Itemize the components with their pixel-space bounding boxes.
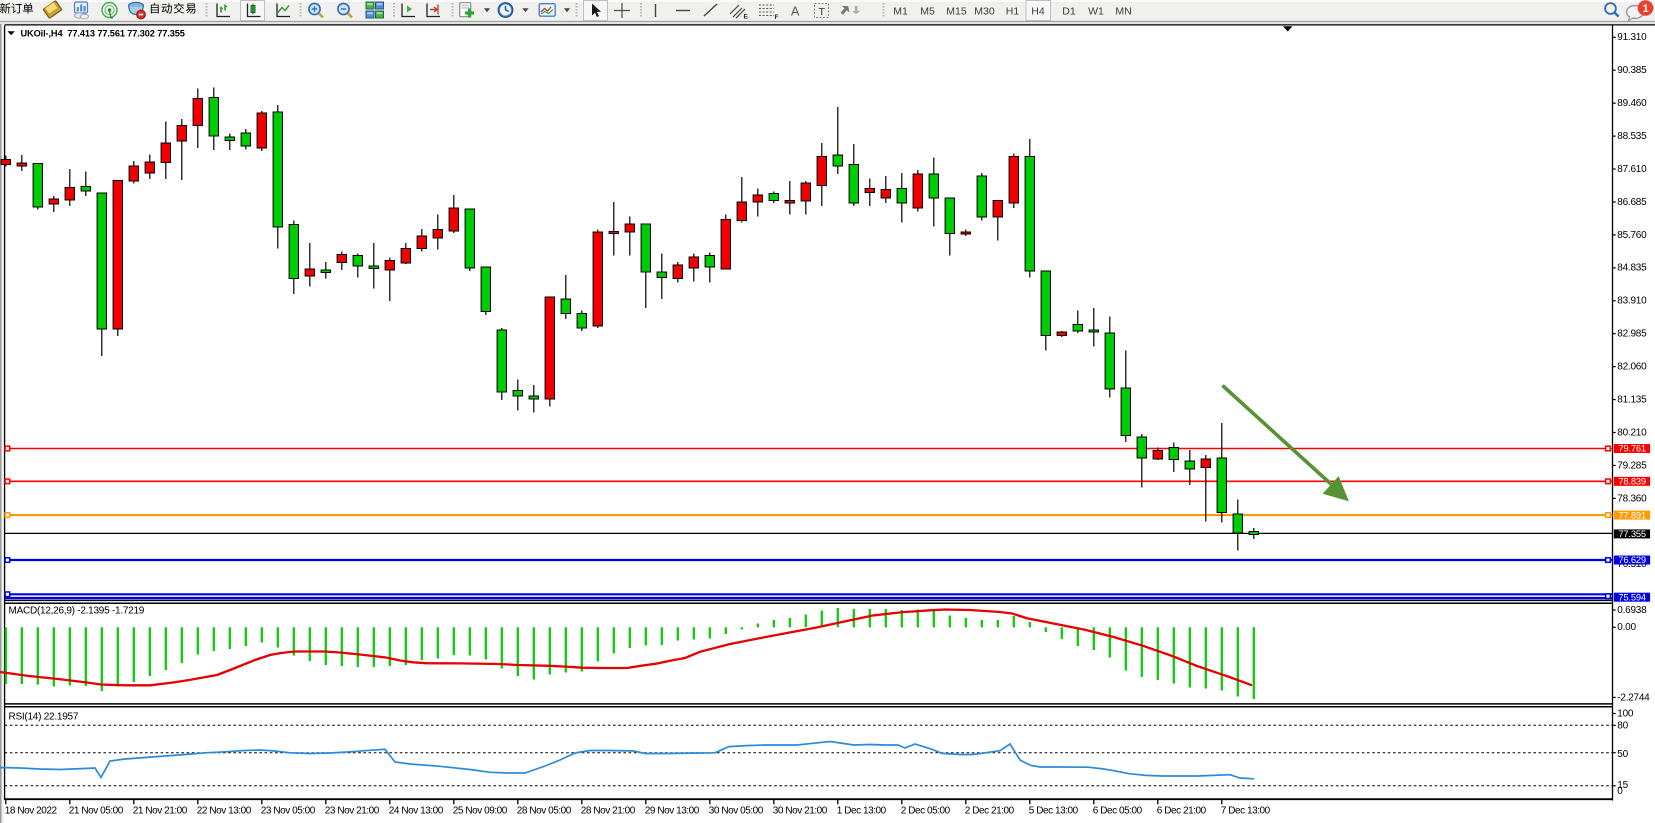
svg-text:21 Nov 21:00: 21 Nov 21:00 xyxy=(133,805,188,816)
svg-text:30 Nov 05:00: 30 Nov 05:00 xyxy=(709,805,764,816)
svg-text:30 Nov 21:00: 30 Nov 21:00 xyxy=(773,805,828,816)
svg-text:D1: D1 xyxy=(1062,6,1076,18)
svg-text:23 Nov 21:00: 23 Nov 21:00 xyxy=(325,805,380,816)
svg-text:78.839: 78.839 xyxy=(1618,476,1645,487)
svg-text:89.460: 89.460 xyxy=(1617,98,1647,109)
svg-text:28 Nov 21:00: 28 Nov 21:00 xyxy=(581,805,636,816)
svg-text:81.135: 81.135 xyxy=(1617,394,1647,405)
svg-text:23 Nov 05:00: 23 Nov 05:00 xyxy=(261,805,316,816)
svg-text:100: 100 xyxy=(1617,708,1634,719)
svg-text:82.985: 82.985 xyxy=(1617,329,1647,340)
svg-text:28 Nov 05:00: 28 Nov 05:00 xyxy=(517,805,572,816)
svg-text:90.385: 90.385 xyxy=(1617,65,1647,76)
svg-text:MACD(12,26,9) -2.1395 -1.7219: MACD(12,26,9) -2.1395 -1.7219 xyxy=(9,605,145,616)
svg-text:MN: MN xyxy=(1115,6,1131,18)
svg-text:21 Nov 05:00: 21 Nov 05:00 xyxy=(69,805,124,816)
svg-text:79.761: 79.761 xyxy=(1618,443,1645,454)
svg-text:77.355: 77.355 xyxy=(1618,528,1645,539)
svg-text:1: 1 xyxy=(1642,3,1648,15)
svg-text:82.060: 82.060 xyxy=(1617,362,1647,373)
svg-text:77.891: 77.891 xyxy=(1618,509,1645,520)
svg-text:78.360: 78.360 xyxy=(1617,493,1647,504)
svg-text:M30: M30 xyxy=(974,6,995,18)
svg-text:15: 15 xyxy=(1617,780,1628,791)
svg-text:85.760: 85.760 xyxy=(1617,230,1647,241)
svg-text:W1: W1 xyxy=(1088,6,1104,18)
svg-text:80.210: 80.210 xyxy=(1617,427,1647,438)
svg-text:80: 80 xyxy=(1617,720,1628,731)
svg-text:84.835: 84.835 xyxy=(1617,263,1647,274)
svg-text:86.685: 86.685 xyxy=(1617,197,1647,208)
svg-text:6 Dec 21:00: 6 Dec 21:00 xyxy=(1157,805,1207,816)
svg-text:50: 50 xyxy=(1617,749,1628,760)
svg-text:0.6938: 0.6938 xyxy=(1617,605,1647,616)
svg-text:75.594: 75.594 xyxy=(1618,591,1645,602)
svg-text:87.610: 87.610 xyxy=(1617,164,1647,175)
svg-text:T: T xyxy=(819,6,826,18)
svg-text:0.00: 0.00 xyxy=(1617,622,1636,633)
svg-text:RSI(14) 22.1957: RSI(14) 22.1957 xyxy=(9,711,79,722)
svg-text:25 Nov 09:00: 25 Nov 09:00 xyxy=(453,805,508,816)
svg-text:2 Dec 05:00: 2 Dec 05:00 xyxy=(901,805,951,816)
svg-text:79.285: 79.285 xyxy=(1617,460,1647,471)
svg-text:22 Nov 13:00: 22 Nov 13:00 xyxy=(197,805,252,816)
svg-text:1 Dec 13:00: 1 Dec 13:00 xyxy=(837,805,887,816)
svg-text:91.310: 91.310 xyxy=(1617,32,1647,43)
svg-text:F: F xyxy=(775,14,779,21)
svg-text:0: 0 xyxy=(1617,786,1623,797)
svg-text:-2.2744: -2.2744 xyxy=(1617,692,1650,703)
svg-text:88.535: 88.535 xyxy=(1617,131,1647,142)
svg-text:2 Dec 21:00: 2 Dec 21:00 xyxy=(965,805,1015,816)
svg-text:H4: H4 xyxy=(1031,6,1045,18)
svg-text:29 Nov 13:00: 29 Nov 13:00 xyxy=(645,805,700,816)
svg-text:M5: M5 xyxy=(920,6,935,18)
svg-text:24 Nov 13:00: 24 Nov 13:00 xyxy=(389,805,444,816)
svg-text:76.629: 76.629 xyxy=(1618,554,1645,565)
svg-text:A: A xyxy=(791,5,800,19)
svg-text:E: E xyxy=(744,14,749,21)
svg-text:H1: H1 xyxy=(1006,6,1020,18)
svg-text:M1: M1 xyxy=(893,6,908,18)
svg-text:5 Dec 13:00: 5 Dec 13:00 xyxy=(1029,805,1079,816)
svg-text:7 Dec 13:00: 7 Dec 13:00 xyxy=(1221,805,1271,816)
svg-text:6 Dec 05:00: 6 Dec 05:00 xyxy=(1093,805,1143,816)
svg-text:18 Nov 2022: 18 Nov 2022 xyxy=(5,805,58,816)
svg-text:76.510: 76.510 xyxy=(1617,559,1647,570)
svg-text:UKOil-,H4 77.413 77.561 77.30: UKOil-,H4 77.413 77.561 77.302 77.355 xyxy=(21,29,185,39)
svg-text:83.910: 83.910 xyxy=(1617,296,1647,307)
svg-text:M15: M15 xyxy=(946,6,967,18)
